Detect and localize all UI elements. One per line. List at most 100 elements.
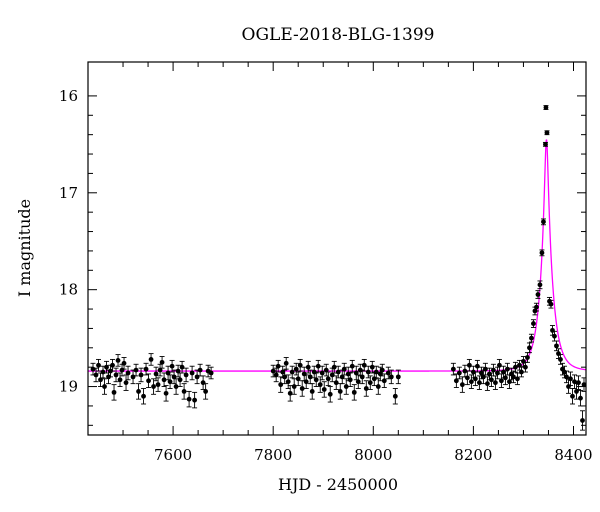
- data-point: [104, 360, 110, 374]
- data-point: [331, 360, 337, 374]
- point-marker: [359, 374, 365, 380]
- point-marker: [111, 389, 117, 395]
- data-point: [123, 374, 129, 391]
- point-marker: [287, 390, 293, 396]
- y-tick-label: 19: [59, 378, 78, 396]
- data-point: [335, 365, 341, 379]
- data-point: [133, 363, 139, 377]
- data-point: [327, 386, 333, 403]
- point-marker: [466, 362, 472, 368]
- point-marker: [373, 369, 379, 375]
- point-marker: [578, 395, 583, 401]
- data-point: [110, 358, 116, 372]
- data-point: [113, 367, 119, 383]
- point-marker: [313, 377, 319, 383]
- data-point: [494, 366, 500, 380]
- data-point: [544, 130, 550, 136]
- data-point: [395, 369, 401, 385]
- point-marker: [121, 360, 127, 366]
- point-marker: [468, 379, 474, 385]
- point-marker: [351, 389, 357, 395]
- point-marker: [517, 362, 522, 368]
- point-marker: [325, 376, 331, 382]
- point-marker: [273, 372, 279, 378]
- point-marker: [511, 374, 516, 380]
- x-axis: 7600 7800 8000 8200 8400: [122, 62, 593, 464]
- data-point: [200, 375, 206, 390]
- data-point: [111, 384, 117, 401]
- model-curve: [88, 139, 587, 372]
- data-point: [192, 391, 198, 409]
- point-marker: [161, 377, 167, 383]
- point-marker: [534, 304, 539, 310]
- point-marker: [377, 371, 383, 377]
- point-marker: [375, 384, 381, 389]
- point-marker: [148, 357, 154, 362]
- data-point: [203, 383, 209, 400]
- point-marker: [323, 367, 329, 373]
- point-marker: [495, 370, 500, 376]
- data-point: [472, 371, 478, 387]
- point-marker: [462, 368, 468, 374]
- point-marker: [179, 364, 185, 370]
- data-point: [484, 376, 490, 391]
- point-marker: [485, 381, 490, 387]
- point-marker: [181, 389, 187, 394]
- data-point: [148, 353, 154, 366]
- point-marker: [146, 378, 151, 384]
- data-point: [450, 362, 456, 376]
- point-marker: [117, 377, 123, 383]
- data-point: [375, 378, 381, 395]
- data-point: [548, 299, 554, 309]
- data-point: [163, 385, 169, 402]
- data-point: [514, 372, 520, 386]
- point-marker: [558, 357, 563, 362]
- point-marker: [367, 380, 373, 386]
- data-point: [125, 365, 131, 381]
- data-point: [303, 374, 309, 389]
- point-marker: [189, 370, 195, 376]
- data-point: [351, 384, 357, 401]
- data-point: [270, 364, 276, 378]
- point-marker: [552, 333, 557, 339]
- point-marker: [299, 386, 305, 391]
- point-marker: [482, 366, 488, 372]
- data-point: [474, 359, 480, 373]
- point-marker: [303, 379, 309, 385]
- point-marker: [337, 389, 343, 394]
- point-marker: [297, 362, 303, 368]
- data-point: [347, 372, 353, 388]
- point-marker: [353, 370, 359, 376]
- data-point: [197, 363, 203, 377]
- data-point: [453, 373, 459, 388]
- point-marker: [194, 374, 200, 380]
- point-marker: [474, 363, 480, 369]
- point-marker: [183, 372, 189, 378]
- point-marker: [115, 358, 121, 363]
- point-marker: [278, 382, 284, 388]
- data-point: [173, 378, 179, 395]
- data-point: [365, 365, 371, 379]
- point-marker: [317, 382, 323, 388]
- point-marker: [151, 384, 156, 389]
- point-marker: [136, 389, 141, 394]
- point-marker: [544, 130, 550, 136]
- data-point: [528, 333, 534, 343]
- point-marker: [355, 379, 361, 385]
- data-point: [537, 280, 543, 290]
- point-marker: [282, 374, 288, 380]
- point-marker: [110, 362, 115, 368]
- data-point: [138, 367, 144, 383]
- data-point: [295, 371, 301, 387]
- data-point: [275, 359, 281, 373]
- plot-frame: [87, 61, 587, 436]
- data-point: [208, 366, 214, 380]
- point-marker: [361, 362, 367, 368]
- point-marker: [289, 369, 295, 375]
- y-tick-label: 18: [59, 281, 78, 299]
- data-point: [102, 378, 108, 395]
- point-marker: [157, 367, 163, 373]
- data-point: [341, 362, 347, 376]
- point-marker: [130, 374, 136, 380]
- data-point: [361, 358, 367, 372]
